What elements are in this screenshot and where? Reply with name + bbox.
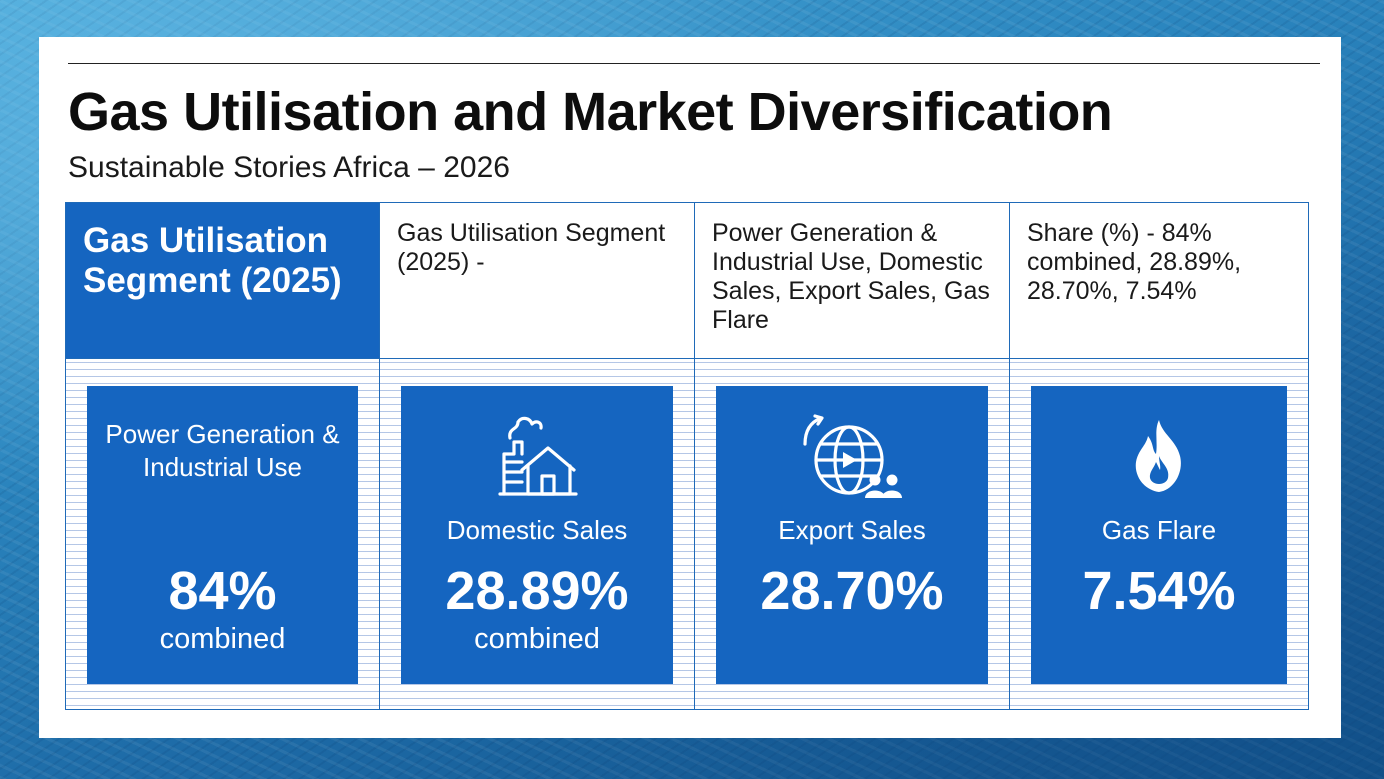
header-cell-segment-2025: Gas Utilisation Segment (2025) - [380,203,694,359]
tile-export-sales: Export Sales 28.70% [716,386,988,684]
header-cell-segment: Gas Utilisation Segment (2025) [66,203,379,359]
wave-band: Export Sales 28.70% [695,359,1009,709]
tile-value: 28.89% [445,561,629,621]
tile-label: Power Generation & Industrial Use [105,419,340,482]
top-divider [68,63,1320,64]
header-text: Share (%) - 84% combined, 28.89%, 28.70%… [1027,219,1242,305]
tile-label: Domestic Sales [446,515,628,545]
wave-band: Power Generation & Industrial Use 84% co… [66,359,379,709]
page-subtitle: Sustainable Stories Africa – 2026 [68,151,510,184]
tile-power-generation: Power Generation & Industrial Use 84% co… [87,386,358,684]
tile-label: Gas Flare [1101,515,1217,545]
utilisation-table: Gas Utilisation Segment (2025) Power Gen… [65,202,1309,710]
tile-domestic-sales: Domestic Sales 28.89% combined [401,386,673,684]
header-cell-share: Share (%) - 84% combined, 28.89%, 28.70%… [1010,203,1308,359]
column-power-generation: Gas Utilisation Segment (2025) Power Gen… [66,203,380,709]
wave-band: Gas Flare 7.54% [1010,359,1308,709]
page-title: Gas Utilisation and Market Diversificati… [68,82,1113,142]
tile-value: 7.54% [1082,561,1236,621]
wave-band: Domestic Sales 28.89% combined [380,359,694,709]
tile-sub: combined [159,623,286,655]
factory-house-icon [498,416,578,496]
globe-export-icon [803,414,902,498]
header-text: Gas Utilisation Segment (2025) - [397,219,666,276]
header-text: Power Generation & Industrial Use, Domes… [712,219,990,334]
tile-value: 28.70% [760,561,944,621]
tile-label: Export Sales [778,515,926,545]
tile-value: 84% [168,561,277,621]
header-segment-label: Gas Utilisation Segment (2025) [83,221,342,300]
infographic-card: Gas Utilisation and Market Diversificati… [39,37,1341,738]
column-gas-flare: Share (%) - 84% combined, 28.89%, 28.70%… [1010,203,1308,709]
column-domestic-sales: Gas Utilisation Segment (2025) - [380,203,695,709]
header-cell-categories: Power Generation & Industrial Use, Domes… [695,203,1009,359]
tile-sub: combined [474,623,600,655]
tile-gas-flare: Gas Flare 7.54% [1031,386,1287,684]
flame-icon [1135,420,1181,492]
column-export-sales: Power Generation & Industrial Use, Domes… [695,203,1010,709]
